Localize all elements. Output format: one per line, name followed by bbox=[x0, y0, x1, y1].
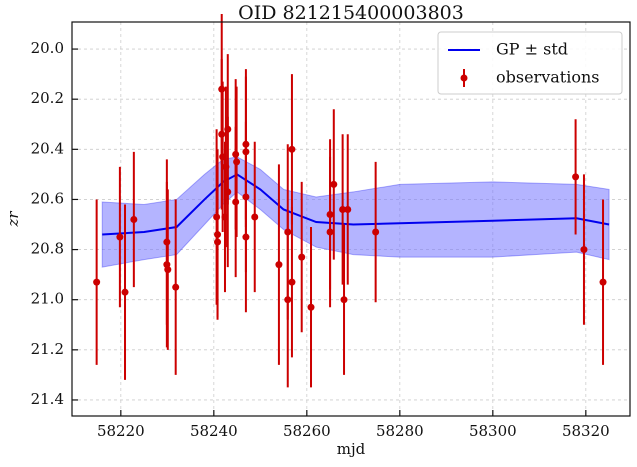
y-axis-label: zr bbox=[4, 211, 22, 228]
gp-line bbox=[102, 173, 610, 236]
observation-point bbox=[251, 213, 259, 221]
y-tick-label: 21.0 bbox=[31, 290, 64, 308]
y-tick-label: 20.2 bbox=[31, 89, 64, 107]
y-tick-label: 21.2 bbox=[31, 340, 64, 358]
observation-point bbox=[172, 283, 180, 291]
x-tick-label: 58260 bbox=[283, 422, 331, 440]
observation-point bbox=[116, 233, 124, 241]
legend-label: observations bbox=[496, 68, 599, 87]
x-tick-label: 58280 bbox=[376, 422, 424, 440]
observation-point bbox=[339, 205, 347, 213]
observation-point bbox=[242, 233, 250, 241]
y-tick-label: 21.4 bbox=[31, 390, 64, 408]
x-tick-label: 58240 bbox=[190, 422, 238, 440]
observation-point bbox=[214, 238, 222, 246]
x-tick-label: 58320 bbox=[562, 422, 610, 440]
chart-title: OID 821215400003803 bbox=[238, 2, 464, 24]
observation-point bbox=[284, 296, 292, 304]
observation-point bbox=[344, 205, 352, 213]
x-axis-label: mjd bbox=[337, 440, 366, 458]
observation-point bbox=[130, 216, 138, 224]
legend-label: GP ± std bbox=[496, 40, 568, 59]
observation-point bbox=[372, 228, 380, 236]
x-tick-label: 58300 bbox=[469, 422, 517, 440]
y-tick-label: 20.0 bbox=[31, 39, 64, 57]
plot-frame bbox=[71, 21, 631, 417]
y-tick-label: 20.4 bbox=[31, 139, 64, 157]
x-tick-label: 58220 bbox=[97, 422, 145, 440]
observation-point bbox=[93, 278, 101, 286]
observation-point bbox=[275, 261, 283, 269]
observation-point bbox=[326, 228, 334, 236]
observation-point bbox=[580, 246, 588, 254]
observation-point bbox=[233, 158, 241, 166]
legend-swatch bbox=[460, 74, 468, 82]
observation-point bbox=[572, 173, 580, 181]
observation-point bbox=[288, 145, 296, 153]
observation-point bbox=[224, 188, 232, 196]
observation-point bbox=[121, 288, 129, 296]
y-tick-label: 20.8 bbox=[31, 240, 64, 258]
observation-point bbox=[307, 303, 315, 311]
observation-point bbox=[298, 253, 306, 261]
legend-box bbox=[437, 31, 623, 95]
observation-point bbox=[340, 296, 348, 304]
observation-point bbox=[164, 266, 172, 274]
y-tick-label: 20.6 bbox=[31, 189, 64, 207]
observation-point bbox=[288, 278, 296, 286]
observation-point bbox=[599, 278, 607, 286]
observation-point bbox=[330, 180, 338, 188]
std-band bbox=[101, 156, 610, 268]
